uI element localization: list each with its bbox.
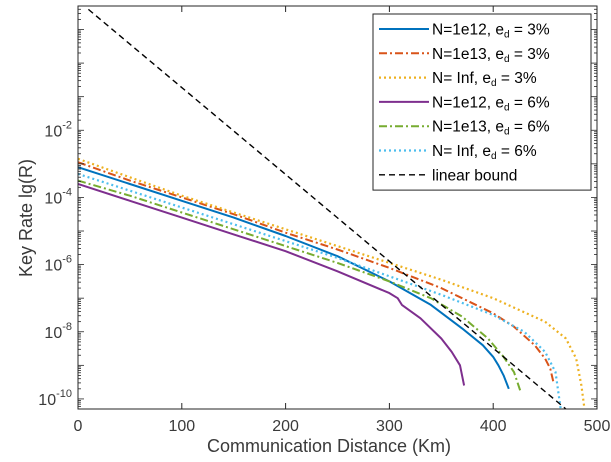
series-layer [78, 8, 586, 409]
series-line-3 [78, 157, 586, 409]
y-tick-label: 10-10 [38, 388, 72, 409]
x-tick-label: 400 [480, 418, 507, 435]
series-line-1 [78, 166, 510, 390]
legend-entry: N= Inf, ed = 6% [432, 143, 537, 162]
y-axis-title: Key Rate lg(R) [16, 159, 36, 277]
legend-entry: N=1e13, ed = 3% [432, 46, 550, 65]
x-tick-label: 300 [376, 418, 403, 435]
legend-entry: linear bound [432, 167, 517, 184]
y-tick-label: 10-4 [44, 186, 72, 207]
legend-entry: N=1e13, ed = 6% [432, 119, 550, 138]
series-line-2 [78, 161, 555, 383]
x-axis-title: Communication Distance (Km) [207, 436, 451, 456]
series-line-7 [87, 8, 567, 409]
x-tick-label: 200 [272, 418, 299, 435]
y-tick-label: 10-8 [44, 321, 72, 342]
x-tick-label: 500 [584, 418, 611, 435]
legend-entry: N=1e12, ed = 6% [432, 94, 550, 113]
y-tick-label: 10-6 [44, 254, 72, 275]
x-tick-label: 0 [74, 418, 83, 435]
legend: N=1e12, ed = 3% N=1e13, ed = 3% N= Inf, ed… [372, 13, 592, 191]
x-tick-label: 100 [168, 418, 195, 435]
legend-entry: N=1e12, ed = 3% [432, 22, 550, 41]
y-tick-label: 10-2 [44, 119, 72, 140]
legend-entry: N= Inf, ed = 3% [432, 70, 537, 89]
series-line-4 [78, 183, 466, 386]
